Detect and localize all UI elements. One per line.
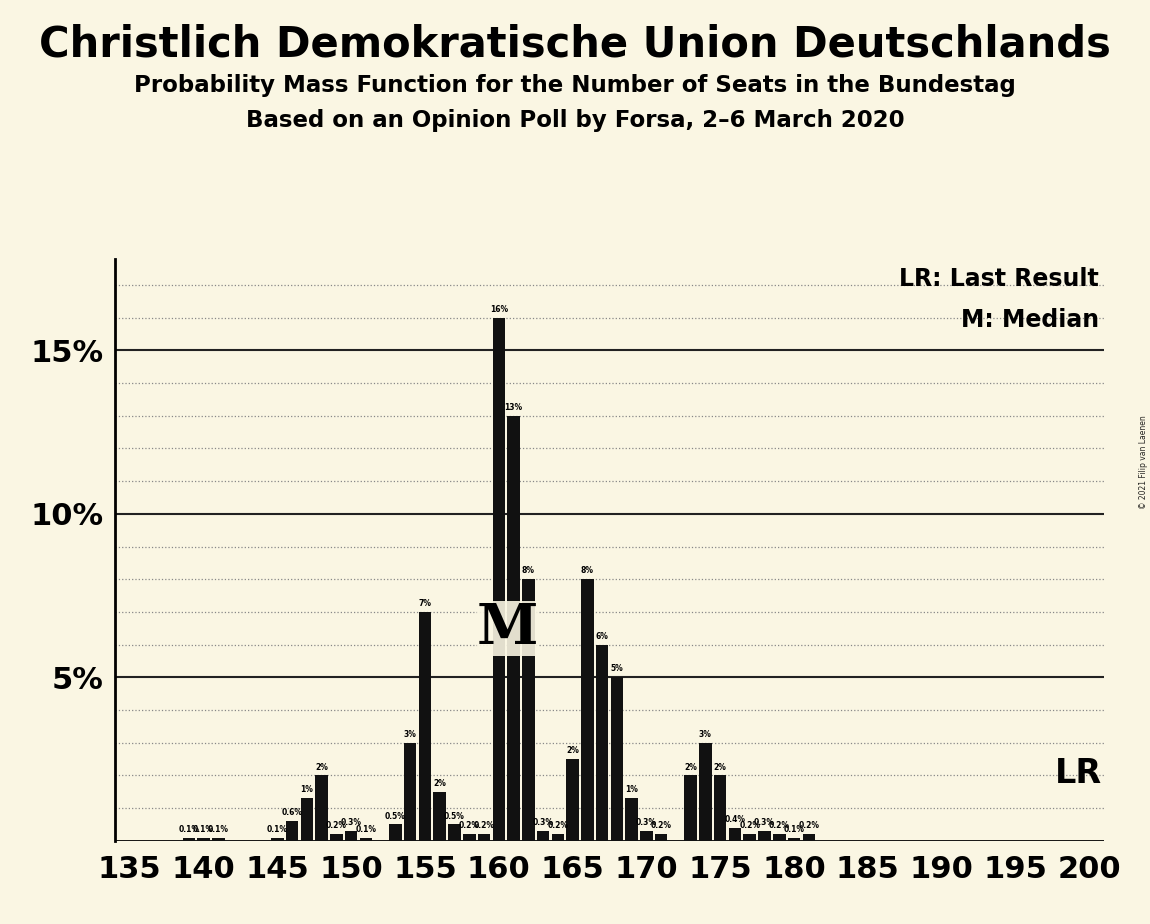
Bar: [654, 834, 667, 841]
Text: Based on an Opinion Poll by Forsa, 2–6 March 2020: Based on an Opinion Poll by Forsa, 2–6 M…: [246, 109, 904, 132]
Bar: [803, 834, 815, 841]
Text: 8%: 8%: [522, 566, 535, 576]
Bar: [507, 416, 520, 841]
Text: 0.4%: 0.4%: [724, 815, 745, 824]
Bar: [626, 798, 638, 841]
Bar: [596, 645, 608, 841]
Text: 0.1%: 0.1%: [178, 824, 199, 833]
Bar: [183, 837, 196, 841]
Bar: [729, 828, 742, 841]
Bar: [419, 612, 431, 841]
Text: Christlich Demokratische Union Deutschlands: Christlich Demokratische Union Deutschla…: [39, 23, 1111, 65]
Bar: [198, 837, 209, 841]
Bar: [641, 831, 653, 841]
Bar: [286, 821, 298, 841]
Text: 7%: 7%: [419, 599, 431, 608]
Bar: [611, 677, 623, 841]
Text: 0.3%: 0.3%: [532, 818, 553, 827]
Bar: [743, 834, 756, 841]
Text: 2%: 2%: [434, 779, 446, 788]
Text: 13%: 13%: [505, 403, 522, 412]
Text: 16%: 16%: [490, 305, 508, 313]
Text: 3%: 3%: [404, 730, 416, 739]
Text: 0.1%: 0.1%: [208, 824, 229, 833]
Text: 0.3%: 0.3%: [340, 818, 362, 827]
Text: 3%: 3%: [699, 730, 712, 739]
Text: M: Median: M: Median: [961, 309, 1099, 333]
Text: 0.6%: 0.6%: [282, 808, 302, 818]
Text: 2%: 2%: [684, 762, 697, 772]
Bar: [566, 760, 578, 841]
Bar: [758, 831, 770, 841]
Text: 0.1%: 0.1%: [267, 824, 288, 833]
Bar: [788, 837, 800, 841]
Bar: [522, 579, 535, 841]
Bar: [552, 834, 565, 841]
Text: 8%: 8%: [581, 566, 593, 576]
Bar: [330, 834, 343, 841]
Text: 0.2%: 0.2%: [474, 821, 494, 831]
Bar: [315, 775, 328, 841]
Bar: [212, 837, 224, 841]
Bar: [684, 775, 697, 841]
Text: 2%: 2%: [566, 747, 580, 755]
Bar: [463, 834, 476, 841]
Text: 0.5%: 0.5%: [444, 811, 465, 821]
Text: 0.1%: 0.1%: [355, 824, 376, 833]
Bar: [773, 834, 785, 841]
Bar: [389, 824, 401, 841]
Bar: [581, 579, 593, 841]
Text: LR: LR: [1055, 758, 1102, 790]
Text: 2%: 2%: [714, 762, 727, 772]
Bar: [404, 743, 416, 841]
Text: 2%: 2%: [315, 762, 328, 772]
Text: 0.2%: 0.2%: [547, 821, 568, 831]
Text: © 2021 Filip van Laenen: © 2021 Filip van Laenen: [1138, 415, 1148, 509]
Text: 0.2%: 0.2%: [459, 821, 480, 831]
Text: 0.5%: 0.5%: [385, 811, 406, 821]
Text: 0.2%: 0.2%: [651, 821, 672, 831]
Text: Probability Mass Function for the Number of Seats in the Bundestag: Probability Mass Function for the Number…: [135, 74, 1015, 97]
Text: 6%: 6%: [596, 632, 608, 640]
Bar: [360, 837, 373, 841]
Text: 0.3%: 0.3%: [636, 818, 657, 827]
Bar: [714, 775, 727, 841]
Bar: [537, 831, 550, 841]
Bar: [699, 743, 712, 841]
Bar: [434, 792, 446, 841]
Text: 1%: 1%: [300, 785, 313, 795]
Text: 0.1%: 0.1%: [783, 824, 805, 833]
Text: 1%: 1%: [626, 785, 638, 795]
Text: 5%: 5%: [611, 664, 623, 674]
Text: 0.3%: 0.3%: [754, 818, 775, 827]
Bar: [271, 837, 284, 841]
Bar: [300, 798, 313, 841]
Bar: [492, 318, 505, 841]
Text: M: M: [477, 601, 538, 656]
Text: 0.1%: 0.1%: [193, 824, 214, 833]
Text: 0.2%: 0.2%: [798, 821, 819, 831]
Text: 0.2%: 0.2%: [325, 821, 347, 831]
Bar: [345, 831, 358, 841]
Text: 0.2%: 0.2%: [739, 821, 760, 831]
Text: LR: Last Result: LR: Last Result: [899, 267, 1099, 291]
Bar: [448, 824, 461, 841]
Text: 0.2%: 0.2%: [768, 821, 790, 831]
Bar: [477, 834, 490, 841]
